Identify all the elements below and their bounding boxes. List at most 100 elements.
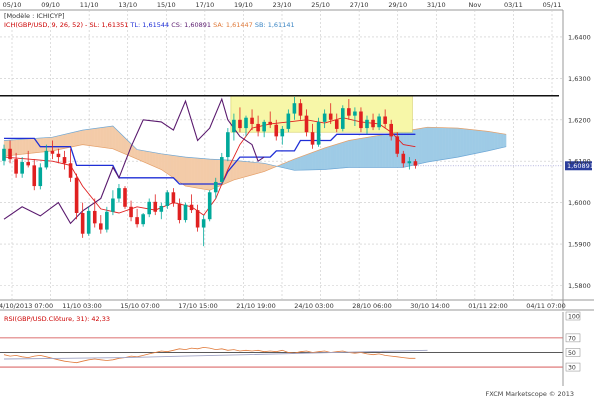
cloud-segment [142,150,147,164]
candle-body [316,121,321,145]
cloud-segment [478,130,483,153]
cloud-segment [182,156,186,187]
cloud-segment [206,158,210,191]
senkou-span-b [3,125,507,171]
cloud-segment [191,157,195,188]
candle-body [359,111,363,129]
cloud-segment [239,160,244,179]
cloud-segment [487,131,492,152]
cloud-segment [342,141,346,169]
cloud-segment [188,157,192,188]
candle-body [207,192,212,220]
cloud-segment [360,137,365,168]
ichimoku-cloud [3,125,507,191]
indicator-legend: ICH(GBP/USD, 9, 26, 52) - SL: 1,61351 TL… [4,21,295,29]
x-tick-label: 15/10 07:00 [120,302,160,310]
candle-body [141,214,145,225]
cloud-segment [28,138,32,154]
y-tick-label: 1,5900 [568,241,591,249]
candle-body [298,103,303,116]
cloud-segment [91,128,95,147]
candle-body [213,181,218,193]
cloud-segment [109,125,114,149]
overlay: 1,60891 [0,95,594,171]
cloud-segment [327,145,331,170]
footer-credit: FXCM Marketscope © 2013 [485,390,574,398]
cloud-segment [167,154,171,176]
cloud-segment [384,133,389,168]
price-axis: 1,6400 1,6300 1,6200 1,6100 1,6000 1,5900 1,58… [568,33,591,290]
cloud-segment [149,151,153,166]
candle-body [292,103,297,114]
x-tick-label: 21/10 19:00 [236,302,276,310]
candle-body [334,119,339,129]
cloud-segment [82,129,86,146]
candle-body [123,188,127,207]
last-price-label: 1,60891 [567,162,594,170]
x-tick-label: 30/10 14:00 [410,302,450,310]
candle-body [26,162,30,166]
cloud-segment [490,131,495,151]
candle-body [92,210,97,224]
candle-body [189,204,194,211]
candle-body [389,123,393,137]
candle-body [68,163,73,178]
rsi-tick-box [565,362,581,372]
candle-body [183,204,188,221]
cloud-segment [209,158,213,191]
legend-item: ICH(GBP/USD, 9, 26, 52) - [4,21,88,29]
top-axis-label: 05/10 [3,1,22,9]
cloud-segment [139,149,144,162]
candle-body [280,128,285,137]
cloud-segment [100,127,104,148]
candle-body [226,132,230,158]
cloud-segment [88,128,92,147]
candle-body [195,210,200,228]
candle-body [377,116,381,128]
candle-body [111,198,115,212]
cloud-segment [179,156,183,185]
cloud-segment [345,140,350,168]
cloud-segment [67,132,71,148]
cloud-segment [152,152,156,168]
x-tick-label: 17/10 15:00 [178,302,218,310]
candle-body [413,161,418,166]
cloud-segment [254,162,259,175]
cloud-segment [55,135,59,151]
candle-body [232,119,236,133]
last-price-box [565,161,592,171]
cloud-segment [203,158,207,190]
cloud-segment [15,139,20,156]
cloud-segment [499,133,504,149]
y-tick-label: 1,6400 [568,33,591,41]
cloud-segment [21,138,26,155]
cloud-segment [475,129,480,154]
cloud-segment [303,154,307,171]
cloud-segment [115,128,120,152]
top-axis-label: 09/10 [41,1,60,9]
cloud-segment [375,135,380,168]
top-axis-label: 25/10 [311,1,330,9]
candle-body [86,210,91,234]
candle-body [268,121,272,125]
candle-body [274,124,279,137]
candle-body [171,192,176,204]
candle-body [159,205,164,212]
cloud-segment [52,136,56,152]
cloud-segment [442,127,446,160]
candle-body [153,201,158,212]
top-axis-label: 31/10 [427,1,446,9]
cloud-segment [369,136,374,168]
candle-body [353,111,357,116]
candle-body [38,167,43,187]
cloud-segment [415,128,419,165]
cloud-segment [433,127,437,162]
cloud-segment [176,155,180,183]
y-tick-label: 1,6300 [568,75,591,83]
cloud-segment [300,155,304,171]
candle-body [105,211,109,230]
cloud-segment [354,138,359,168]
candle-body [347,108,351,116]
y-tick-label: 1,6100 [568,158,591,166]
cloud-segment [94,127,98,147]
